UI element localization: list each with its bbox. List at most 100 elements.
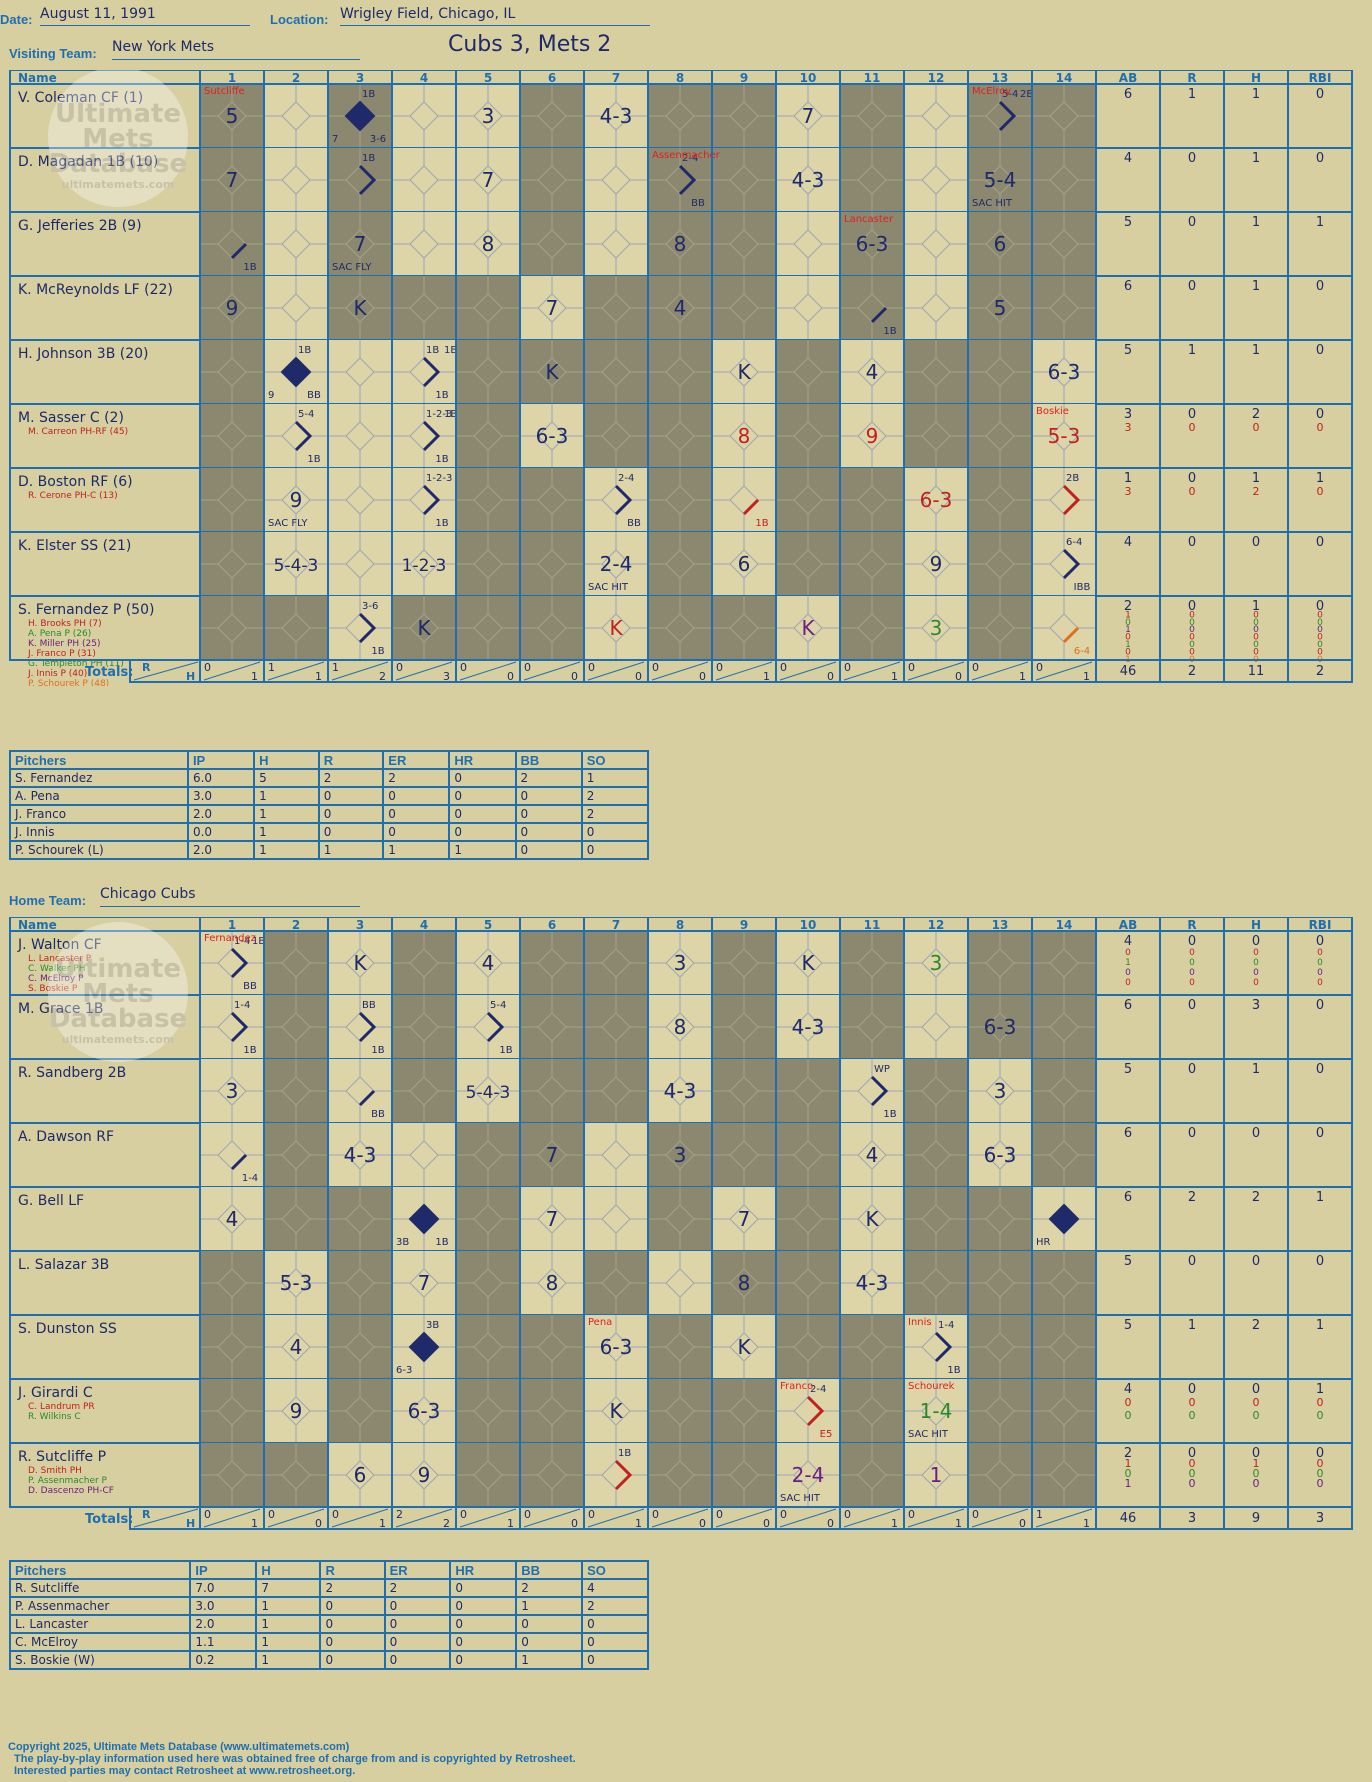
pitching-header: IP — [189, 1560, 258, 1580]
base-diamond — [1049, 293, 1079, 323]
base-diamond — [665, 1268, 695, 1298]
stat-r: 0 — [1189, 1467, 1196, 1480]
substitute-name: P. Assenmacher P — [28, 1476, 108, 1486]
stat-h: 0 — [1253, 610, 1259, 620]
stat-r: 0 — [1188, 1126, 1196, 1141]
visiting-team-label: Visiting Team: — [9, 46, 97, 61]
inning-total-hits: 1 — [507, 1517, 514, 1530]
pitching-cell: 0 — [317, 804, 385, 824]
pitching-header: H — [253, 750, 320, 770]
play-result: 9 — [418, 1463, 431, 1487]
watermark-text: ultimatemets.com — [62, 178, 175, 191]
base-diamond — [857, 1332, 887, 1362]
base-diamond — [1049, 1076, 1079, 1106]
play-result: 9 — [930, 552, 943, 576]
pitcher-row: P. Assenmacher 3.0 1 0 0 0 1 2 — [8, 1596, 649, 1616]
stat-ab: 1 — [1125, 640, 1131, 650]
stat-r: 0 — [1189, 640, 1195, 650]
pitching-cell: 0 — [382, 822, 451, 842]
base-diamond — [665, 229, 695, 259]
total-r: 2 — [1188, 664, 1196, 679]
base-diamond — [281, 1140, 311, 1170]
pitcher-row: A. Pena 3.0 1 0 0 0 0 2 — [9, 786, 650, 806]
play-sub-note: HR — [1036, 1237, 1051, 1248]
stat-ab: 1 — [1125, 610, 1131, 620]
base-diamond — [921, 1140, 951, 1170]
play-result: 6-3 — [856, 232, 889, 256]
pitching-cell: J. Franco — [9, 804, 189, 824]
batter-name: M. Grace 1B — [18, 1001, 103, 1017]
stat-header-h: H — [1251, 71, 1261, 85]
base-diamond — [921, 101, 951, 131]
stat-r: 0 — [1189, 1396, 1196, 1409]
play-corner-note: 2-4 — [618, 473, 634, 484]
base-diamond — [473, 1140, 503, 1170]
play-result: 3 — [674, 1143, 687, 1167]
base-diamond — [537, 485, 567, 515]
base-diamond — [409, 1076, 439, 1106]
base-diamond — [217, 549, 247, 579]
stat-r: 1 — [1188, 1318, 1196, 1333]
stat-h: 1 — [1252, 599, 1260, 614]
base-diamond — [985, 357, 1015, 387]
pitching-cell: 0 — [383, 1614, 452, 1634]
copyright-line: Copyright 2025, Ultimate Mets Database (… — [8, 1741, 350, 1753]
inning-total-runs: 0 — [460, 661, 467, 674]
stat-ab: 0 — [1125, 968, 1131, 978]
substitute-name: J. Franco P (31) — [27, 649, 96, 659]
pitching-cell: 2.0 — [189, 1614, 258, 1634]
base-diamond — [409, 229, 439, 259]
base-diamond — [665, 1396, 695, 1426]
stat-ab: 0 — [1125, 978, 1131, 988]
stat-rbi: 0 — [1317, 1477, 1324, 1490]
base-diamond — [921, 165, 951, 195]
stat-h: 0 — [1253, 1396, 1260, 1409]
stat-ab: 0 — [1125, 1467, 1132, 1480]
total-ab: 46 — [1120, 1511, 1137, 1526]
pitching-cell: 3.0 — [189, 1596, 258, 1616]
stat-h: 0 — [1253, 1467, 1260, 1480]
stat-rbi: 1 — [1316, 1382, 1324, 1397]
basepath-mark — [358, 1089, 376, 1107]
total-r: 3 — [1188, 1511, 1196, 1526]
base-diamond — [473, 549, 503, 579]
stat-h: 0 — [1253, 1409, 1260, 1422]
base-diamond — [345, 1396, 375, 1426]
base-diamond — [537, 613, 567, 643]
base-diamond — [217, 165, 247, 195]
pitching-cell: 2.0 — [186, 840, 256, 860]
stat-rbi: 0 — [1316, 343, 1324, 358]
base-diamond — [217, 293, 247, 323]
play-result: 3 — [930, 616, 943, 640]
stat-rbi: 0 — [1316, 87, 1324, 102]
stat-ab: 5 — [1124, 1318, 1132, 1333]
stat-rbi: 0 — [1316, 279, 1324, 294]
stat-rbi: 1 — [1316, 1318, 1324, 1333]
pitching-cell: 2 — [581, 1596, 649, 1616]
inning-total-hits: 0 — [571, 1517, 578, 1530]
pitching-cell: 4 — [581, 1578, 649, 1598]
stat-ab: 3 — [1124, 407, 1132, 422]
base-diamond — [665, 101, 695, 131]
stat-rbi: 0 — [1317, 968, 1323, 978]
base-diamond — [665, 357, 695, 387]
stat-header-h: H — [1251, 918, 1261, 932]
substitute-name: H. Brooks PH (7) — [28, 619, 102, 629]
basepath-mark — [230, 1011, 249, 1043]
base-diamond — [473, 1076, 503, 1106]
run-scored-diamond — [408, 1331, 440, 1363]
substitute-name: P. Schourek P (48) — [28, 679, 109, 686]
base-diamond — [857, 1268, 887, 1298]
stat-h: 3 — [1252, 998, 1260, 1013]
play-corner-note: 1-4 — [234, 936, 250, 947]
substitute-name: C. McElroy P — [28, 974, 84, 984]
base-diamond — [921, 1012, 951, 1042]
pitching-cell: P. Schourek (L) — [9, 840, 189, 860]
base-diamond — [1049, 101, 1079, 131]
base-diamond — [473, 948, 503, 978]
name-header: Name — [18, 918, 57, 932]
inning-header-4: 4 — [420, 71, 428, 85]
stat-rbi: 0 — [1316, 599, 1324, 614]
substitute-name: C. Landrum PR — [28, 1402, 95, 1412]
